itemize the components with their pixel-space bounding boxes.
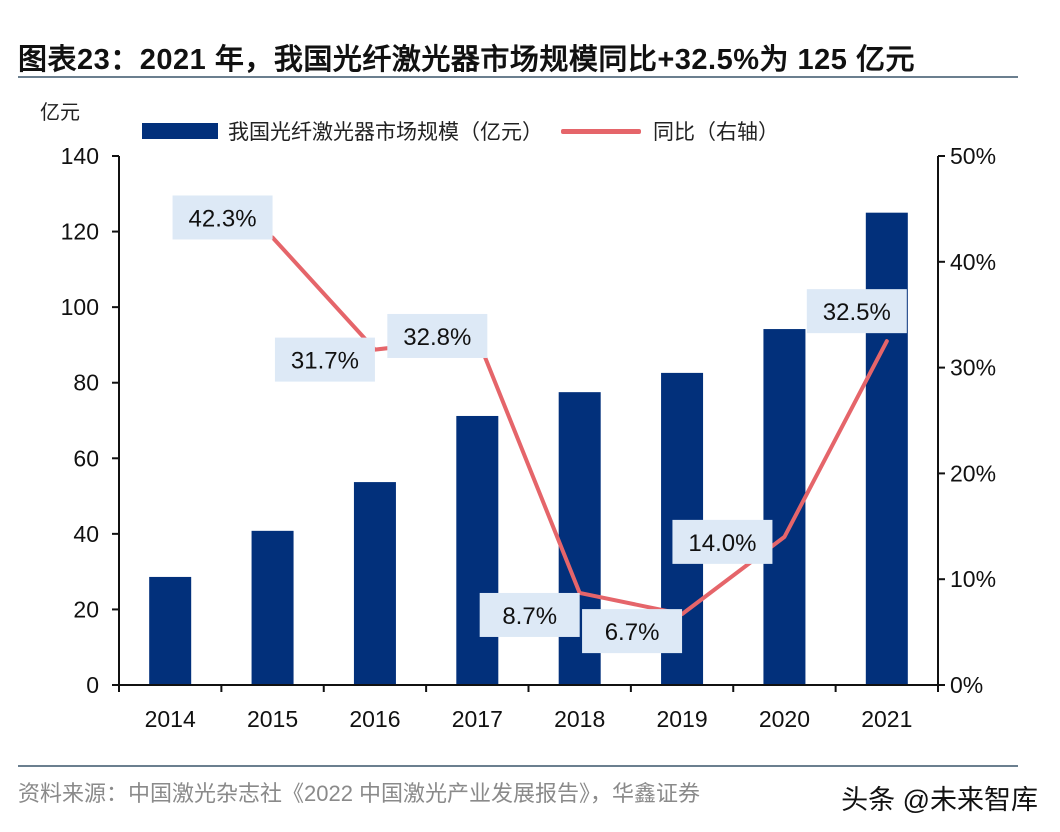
legend-bar-swatch <box>142 123 218 139</box>
data-label-box <box>479 592 580 637</box>
x-tick-label: 2014 <box>145 706 196 732</box>
right-tick-label: 10% <box>950 566 996 592</box>
bar-2017 <box>456 415 499 685</box>
left-tick-label: 0 <box>86 672 99 698</box>
data-label-text: 31.7% <box>291 348 359 375</box>
right-tick-label: 30% <box>950 355 996 381</box>
right-tick-label: 20% <box>950 460 996 486</box>
data-label-box <box>387 313 488 358</box>
x-tick-label: 2018 <box>554 706 605 732</box>
data-label-text: 8.7% <box>502 603 557 630</box>
data-label-box <box>172 195 273 240</box>
x-tick-label: 2019 <box>656 706 707 732</box>
footer-divider <box>18 765 1018 767</box>
data-label-text: 14.0% <box>688 530 756 557</box>
data-label-2017: 32.8% <box>387 313 488 358</box>
data-label-2018: 8.7% <box>479 592 580 637</box>
legend-bar-label: 我国光纤激光器市场规模（亿元） <box>228 121 543 144</box>
data-label-2015: 42.3% <box>172 195 273 240</box>
bar-2016 <box>353 482 396 685</box>
data-label-2016: 31.7% <box>274 337 375 382</box>
data-label-box <box>582 609 683 654</box>
left-tick-label: 60 <box>73 445 99 471</box>
watermark: 头条 @未来智库 <box>841 785 1038 815</box>
right-tick-label: 0% <box>950 672 983 698</box>
chart-title: 图表23：2021 年，我国光纤激光器市场规模同比+32.5%为 125 亿元 <box>18 44 915 76</box>
data-label-box <box>274 337 375 382</box>
data-label-2020: 14.0% <box>672 519 773 564</box>
left-tick-label: 140 <box>61 143 99 169</box>
data-label-text: 32.8% <box>403 324 471 351</box>
left-tick-label: 40 <box>73 521 99 547</box>
x-tick-label: 2020 <box>759 706 810 732</box>
chart-legend: 我国光纤激光器市场规模（亿元） 同比（右轴） <box>142 116 779 146</box>
bar-2014 <box>149 576 192 685</box>
right-tick-label: 50% <box>950 143 996 169</box>
source-note: 资料来源：中国激光杂志社《2022 中国激光产业发展报告》，华鑫证券 <box>18 781 701 806</box>
data-label-text: 32.5% <box>823 299 891 326</box>
data-label-text: 6.7% <box>605 619 660 646</box>
right-tick-label: 40% <box>950 249 996 275</box>
axes: 0 20 40 60 80 100 120 140 0% 10% 20% 30% 40% 50% 2014 2… <box>61 143 996 732</box>
left-tick-label: 80 <box>73 370 99 396</box>
x-tick-label: 2017 <box>452 706 503 732</box>
left-axis-unit-label: 亿元 <box>40 102 80 124</box>
left-tick-label: 100 <box>61 294 99 320</box>
legend-line-swatch <box>561 128 641 134</box>
legend-line-label: 同比（右轴） <box>653 121 779 144</box>
data-label-box <box>672 519 773 564</box>
x-tick-label: 2021 <box>861 706 912 732</box>
left-tick-label: 20 <box>73 596 99 622</box>
x-tick-label: 2016 <box>349 706 400 732</box>
data-label-text: 42.3% <box>189 205 257 232</box>
title-divider <box>18 76 1018 78</box>
data-label-2021: 32.5% <box>806 289 907 334</box>
bar-series <box>149 212 908 685</box>
x-tick-label: 2015 <box>247 706 298 732</box>
bar-2015 <box>251 530 294 685</box>
data-label-box <box>806 289 907 334</box>
data-label-2019: 6.7% <box>582 609 683 654</box>
data-labels: 42.3% 31.7% 32.8% 8.7% 6.7% 14.0% 32.5% <box>172 195 907 654</box>
left-tick-label: 120 <box>61 219 99 245</box>
bar-2021 <box>865 212 908 685</box>
